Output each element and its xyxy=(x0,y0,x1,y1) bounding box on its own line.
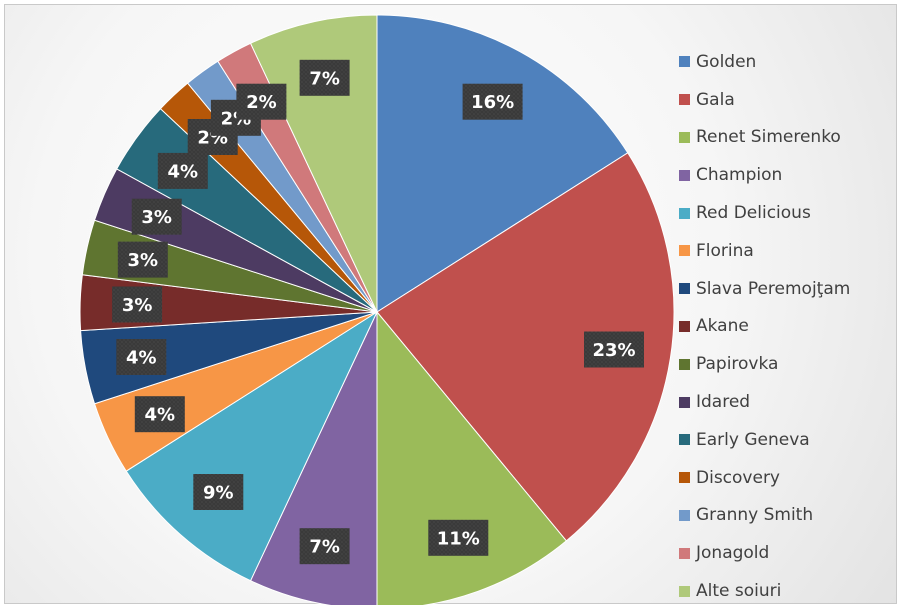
data-labels-layer: 16%23%11%7%9%4%4%3%3%3%4%2%2%2%7% xyxy=(112,59,644,565)
legend-swatch xyxy=(679,358,690,370)
slices-layer xyxy=(79,14,675,605)
data-label-text: 4% xyxy=(168,161,199,182)
legend-item-2: Renet Simerenko xyxy=(679,119,889,157)
legend-label: Slava Peremojţam xyxy=(696,278,851,299)
data-label-text: 3% xyxy=(122,295,153,316)
legend-label: Akane xyxy=(696,316,749,337)
legend-label: Jonagold xyxy=(696,543,770,564)
data-label-text: 7% xyxy=(309,68,340,89)
data-label-1: 23% xyxy=(584,331,644,368)
pie-slice-2 xyxy=(376,310,568,605)
data-label-box xyxy=(299,59,350,96)
data-label-6: 4% xyxy=(116,339,167,375)
legend-label: Renet Simerenko xyxy=(696,127,841,148)
legend-swatch xyxy=(679,547,690,559)
data-label-text: 11% xyxy=(437,528,480,549)
legend-label: Florina xyxy=(696,240,754,261)
legend-label: Idared xyxy=(696,392,751,413)
data-label-text: 3% xyxy=(141,207,172,228)
legend-label: Granny Smith xyxy=(696,505,814,526)
data-label-box xyxy=(134,396,185,433)
data-label-text: 4% xyxy=(145,405,176,426)
pie-slice-4 xyxy=(125,310,379,582)
data-label-0: 16% xyxy=(462,83,523,120)
chart-area: 16% 23% 11% 7% 9% 4% 4% 3% 3% 3% 4% 2% 2% 2% 7% Golden… xyxy=(4,4,897,605)
data-label-box xyxy=(299,528,350,565)
data-label-box xyxy=(428,519,489,556)
legend-item-10: Early Geneva xyxy=(679,421,889,459)
legend-item-6: Slava Peremojţam xyxy=(679,270,889,308)
legend-label: Golden xyxy=(696,51,757,72)
legend-swatch xyxy=(679,56,690,68)
legend-swatch xyxy=(679,94,690,106)
pie-slice-1 xyxy=(376,152,675,542)
data-label-14: 7% xyxy=(299,59,350,96)
pie-slice-0 xyxy=(376,14,629,313)
legend: Golden Gala Renet Simerenko Champion Red Del… xyxy=(679,43,889,610)
data-label-text: 7% xyxy=(309,537,340,558)
legend-item-7: Akane xyxy=(679,308,889,346)
data-label-3: 7% xyxy=(299,528,350,565)
data-label-text: 3% xyxy=(128,250,159,271)
legend-item-12: Granny Smith xyxy=(679,497,889,535)
data-label-box xyxy=(131,198,182,235)
data-label-box xyxy=(157,152,208,189)
legend-swatch xyxy=(679,283,690,295)
data-label-text: 9% xyxy=(203,483,234,504)
data-label-8: 3% xyxy=(117,241,168,278)
legend-item-1: Gala xyxy=(679,81,889,119)
legend-swatch xyxy=(679,169,690,181)
pie-chart: 16%23%11%7%9%4%4%3%3%3%4%2%2%2%7% xyxy=(79,14,675,605)
legend-label: Papirovka xyxy=(696,354,779,375)
legend-item-5: Florina xyxy=(679,232,889,270)
data-label-box xyxy=(236,83,287,120)
data-label-box xyxy=(116,339,167,375)
data-label-box xyxy=(117,241,168,278)
legend-label: Alte soiuri xyxy=(696,581,782,602)
legend-label: Discovery xyxy=(696,467,780,488)
legend-item-11: Discovery xyxy=(679,459,889,497)
data-label-4: 9% xyxy=(193,474,244,510)
legend-item-0: Golden xyxy=(679,43,889,81)
data-label-9: 3% xyxy=(131,198,182,235)
data-label-text: 4% xyxy=(126,348,157,369)
legend-swatch xyxy=(679,585,690,597)
legend-item-13: Jonagold xyxy=(679,534,889,572)
data-label-text: 2% xyxy=(246,92,277,113)
data-label-13: 2% xyxy=(236,83,287,120)
legend-swatch xyxy=(679,131,690,143)
legend-label: Red Delicious xyxy=(696,203,811,224)
legend-swatch xyxy=(679,472,690,484)
legend-label: Gala xyxy=(696,89,735,110)
data-label-box xyxy=(112,286,163,323)
data-label-text: 16% xyxy=(471,92,514,113)
legend-item-9: Idared xyxy=(679,383,889,421)
legend-item-8: Papirovka xyxy=(679,345,889,383)
legend-swatch xyxy=(679,396,690,408)
data-label-box xyxy=(584,331,644,368)
data-label-box xyxy=(462,83,523,120)
legend-swatch xyxy=(679,434,690,446)
legend-item-3: Champion xyxy=(679,156,889,194)
legend-swatch xyxy=(679,245,690,257)
legend-item-4: Red Delicious xyxy=(679,194,889,232)
legend-swatch xyxy=(679,320,690,332)
legend-label: Early Geneva xyxy=(696,429,810,450)
data-label-10: 4% xyxy=(157,152,208,189)
legend-item-14: Alte soiuri xyxy=(679,572,889,610)
legend-swatch xyxy=(679,207,690,219)
data-label-box xyxy=(193,474,244,510)
data-label-2: 11% xyxy=(428,519,489,556)
data-label-7: 3% xyxy=(112,286,163,323)
legend-label: Champion xyxy=(696,165,783,186)
data-label-5: 4% xyxy=(134,396,185,433)
legend-swatch xyxy=(679,509,690,521)
data-label-text: 23% xyxy=(592,340,635,361)
